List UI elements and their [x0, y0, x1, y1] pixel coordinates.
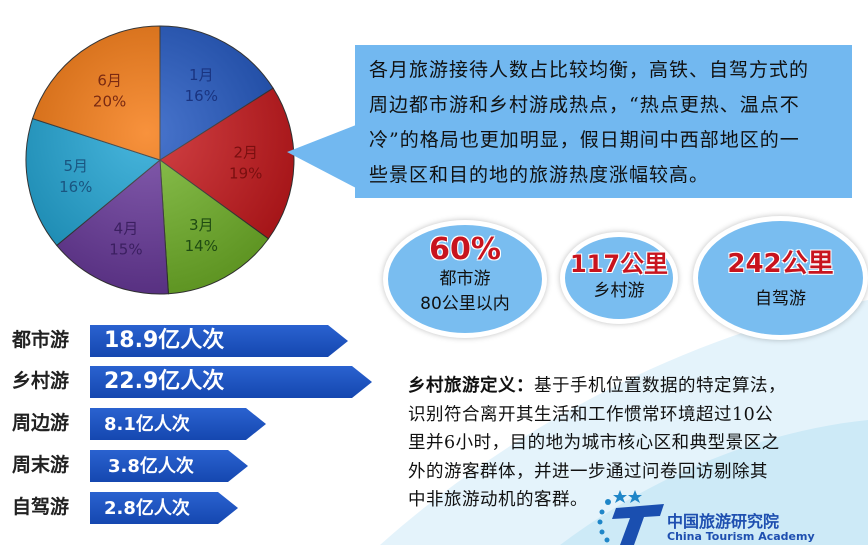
- pie-category-label: 5月: [63, 157, 88, 175]
- volume-label: 周末游: [12, 454, 70, 476]
- volume-arrow: 3.8亿人次: [90, 450, 248, 482]
- bubble-rural-tour: 117公里 乡村游: [560, 232, 678, 324]
- definition-title: 乡村旅游定义：: [408, 376, 534, 396]
- definition-line: 识别符合离开其生活和工作惯常环境超过10公: [408, 404, 774, 425]
- pie-percent-label: 16%: [185, 87, 218, 105]
- volume-label: 都市游: [12, 329, 70, 351]
- pie-percent-label: 16%: [59, 178, 92, 196]
- rural-tourism-definition: 乡村旅游定义：基于手机位置数据的特定算法， 识别符合离开其生活和工作惯常环境超过…: [408, 372, 863, 515]
- bubble-value: 242公里: [727, 249, 834, 279]
- volume-arrow: 18.9亿人次: [90, 325, 348, 357]
- definition-line: 中非旅游动机的客群。: [408, 490, 588, 510]
- callout-box: 各月旅游接待人数占比较均衡，高铁、自驾方式的 周边都市游和乡村游成热点，“热点更…: [355, 45, 852, 198]
- bubble-label: 都市游: [439, 269, 491, 289]
- volume-arrow: 22.9亿人次: [90, 366, 372, 398]
- pie-category-label: 2月: [233, 144, 258, 162]
- volume-arrow: 8.1亿人次: [90, 408, 266, 440]
- logo-emblem-icon: [597, 490, 664, 545]
- volume-label: 乡村游: [12, 370, 70, 392]
- volume-value: 22.9亿人次: [104, 369, 225, 394]
- pie-percent-label: 20%: [93, 93, 126, 111]
- callout-line: 各月旅游接待人数占比较均衡，高铁、自驾方式的: [369, 59, 810, 81]
- logo-name-en: China Tourism Academy: [667, 530, 815, 543]
- bubble-label: 80公里以内: [420, 294, 510, 314]
- volume-value: 3.8亿人次: [108, 456, 194, 477]
- definition-line: 基于手机位置数据的特定算法，: [534, 376, 786, 396]
- bubble-self-drive: 242公里 自驾游: [693, 216, 868, 340]
- volume-value: 8.1亿人次: [104, 414, 190, 435]
- pie-category-label: 3月: [189, 216, 214, 234]
- pie-category-label: 1月: [189, 66, 214, 84]
- bubble-label: 乡村游: [593, 281, 645, 301]
- china-tourism-academy-logo: 中国旅游研究院 China Tourism Academy: [580, 488, 840, 545]
- definition-line: 外的游客群体，并进一步通过问卷回访剔除其: [408, 461, 768, 482]
- callout-pointer: [287, 125, 356, 188]
- bubble-city-tour: 60% 都市游 80公里以内: [383, 220, 547, 338]
- volume-label: 周边游: [12, 412, 70, 434]
- callout-line: 冷”的格局也更加明显，假日期间中西部地区的一: [369, 129, 800, 151]
- logo-name-cn: 中国旅游研究院: [667, 512, 780, 531]
- pie-percent-label: 15%: [109, 241, 142, 259]
- callout-line: 周边都市游和乡村游成热点，“热点更热、温点不: [369, 94, 800, 116]
- bubble-value: 117公里: [569, 250, 669, 278]
- pie-percent-label: 14%: [185, 237, 218, 255]
- volume-arrow: 2.8亿人次: [90, 492, 238, 524]
- definition-line: 里并6小时，目的地为城市核心区和典型景区之: [408, 433, 780, 453]
- pie-percent-label: 19%: [229, 165, 262, 183]
- pie-category-label: 4月: [114, 220, 139, 238]
- volume-label: 自驾游: [12, 496, 70, 518]
- volume-value: 18.9亿人次: [104, 328, 225, 353]
- bubble-label: 自驾游: [755, 289, 806, 309]
- volume-value: 2.8亿人次: [104, 498, 190, 519]
- bubble-value: 60%: [429, 232, 501, 267]
- pie-category-label: 6月: [97, 72, 122, 90]
- callout-line: 些景区和目的地的旅游热度涨幅较高。: [369, 164, 710, 186]
